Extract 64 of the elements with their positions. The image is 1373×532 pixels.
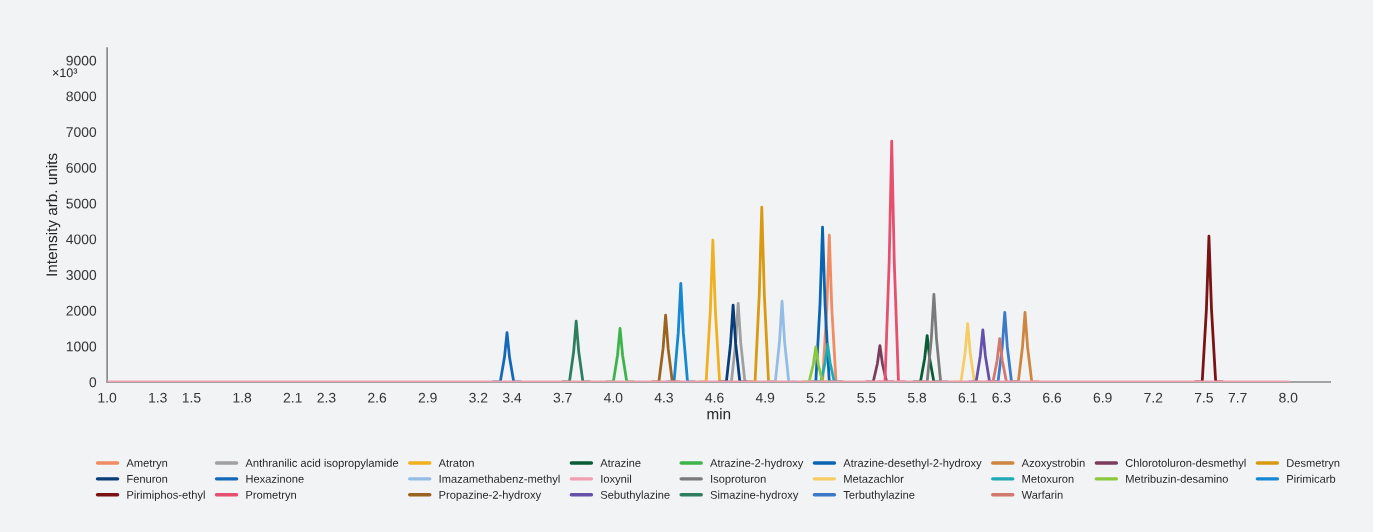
y-tick-label: 7000 xyxy=(66,127,97,138)
y-tick-label: 4000 xyxy=(66,234,97,245)
x-tick-label: 1.3 xyxy=(149,392,167,403)
legend-label: Azoxystrobin xyxy=(1021,458,1085,470)
x-tick-label: 2.3 xyxy=(317,392,336,403)
legend-label: Atrazine-2-hydroxy xyxy=(710,458,804,470)
legend-label: Ametryn xyxy=(126,459,168,470)
legend-label: Pirimiphos-ethyl xyxy=(127,490,205,501)
x-tick-label: 8.0 xyxy=(1279,392,1298,403)
x-tick-label: 6.6 xyxy=(1043,392,1062,403)
y-tick-label: 0 xyxy=(89,377,97,388)
x-tick-label: 5.8 xyxy=(907,392,927,403)
legend-label: Imazamethabenz-methyl xyxy=(439,474,560,486)
x-tick-label: 5.5 xyxy=(857,392,876,403)
x-tick-label: 4.9 xyxy=(755,392,775,403)
legend-label: Metribuzin-desamino xyxy=(1126,474,1228,483)
x-tick-label: 5.2 xyxy=(806,392,825,403)
x-tick-label: 2.9 xyxy=(418,392,437,403)
legend-label: Isoproturon xyxy=(711,475,766,486)
x-tick-label: 2.1 xyxy=(283,392,302,403)
x-tick-label: 1.8 xyxy=(233,392,252,403)
legend-label: Pirimicarb xyxy=(1287,474,1336,483)
x-axis-title: min xyxy=(707,408,731,420)
x-tick-label: 3.7 xyxy=(553,392,572,403)
x-tick-label: 4.6 xyxy=(705,392,724,403)
legend-label: Anthranilic acid isopropylamide xyxy=(245,458,399,470)
x-tick-label: 7.7 xyxy=(1228,392,1247,403)
legend-label: Atrazine-desethyl-2-hydroxy xyxy=(843,458,982,470)
y-axis-title: Intensity arb. units xyxy=(45,153,61,276)
legend-label: Warfarin xyxy=(1021,490,1063,499)
x-tick-label: 1.0 xyxy=(98,392,117,403)
y-tick-label: 3000 xyxy=(66,270,97,280)
y-tick-label: 2000 xyxy=(66,305,97,316)
x-tick-label: 1.5 xyxy=(182,392,201,403)
legend-label: Fenuron xyxy=(127,475,168,483)
legend-label: Sebuthylazine xyxy=(600,490,670,501)
legend-label: Ioxynil xyxy=(601,474,632,486)
x-tick-label: 6.9 xyxy=(1093,392,1112,403)
legend-label: Atraton xyxy=(438,459,474,467)
x-tick-label: 3.4 xyxy=(502,392,522,403)
y-tick-label: 1000 xyxy=(66,341,97,352)
x-tick-label: 6.1 xyxy=(958,392,977,403)
y-tick-label: 6000 xyxy=(66,162,97,173)
x-tick-label: 6.3 xyxy=(992,392,1011,403)
legend-label: Simazine-hydroxy xyxy=(710,490,799,501)
x-tick-label: 4.3 xyxy=(654,392,673,403)
legend-label: Metazachlor xyxy=(844,474,904,483)
legend-label: Hexazinone xyxy=(246,474,304,483)
x-tick-label: 4.0 xyxy=(603,392,623,403)
y-tick-label: 9000 xyxy=(66,55,97,66)
text: ×10³ xyxy=(52,68,78,78)
legend-label: Desmetryn xyxy=(1287,459,1340,470)
x-tick-label: 3.2 xyxy=(469,392,488,403)
legend-label: Atrazine xyxy=(600,458,641,467)
legend-label: Metoxuron xyxy=(1022,475,1074,483)
legend-label: Terbuthylazine xyxy=(843,490,915,501)
x-tick-label: 7.5 xyxy=(1194,392,1213,403)
legend-label: Chlorotoluron-desmethyl xyxy=(1125,458,1246,470)
x-tick-label: 2.6 xyxy=(368,392,387,403)
y-tick-label: 8000 xyxy=(66,91,97,102)
x-tick-label: 7.2 xyxy=(1144,392,1163,403)
legend-label: Prometryn xyxy=(246,491,296,501)
legend-label: Propazine-2-hydroxy xyxy=(439,490,542,501)
y-tick-label: 5000 xyxy=(66,198,97,209)
